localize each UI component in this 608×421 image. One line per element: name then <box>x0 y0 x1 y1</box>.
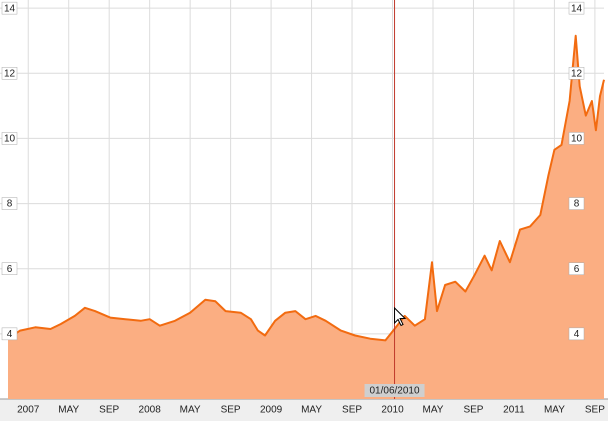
cursor-label: 01/06/2010 <box>370 386 420 397</box>
x-tick-label: 2011 <box>503 405 525 416</box>
y-tick-label-right-box: 4 <box>568 327 585 341</box>
y-tick-label: 10 <box>4 134 16 145</box>
y-tick-label-right-bg <box>568 132 585 145</box>
y-tick-label-box: 8 <box>1 197 18 210</box>
x-axis-band <box>0 399 608 421</box>
x-tick-label: SEP <box>463 405 483 416</box>
y-tick-label-box: 4 <box>1 327 18 341</box>
y-tick-label-box: 14 <box>1 1 18 15</box>
y-tick-label: 6 <box>7 264 13 275</box>
y-tick-label-right: 8 <box>574 199 580 210</box>
y-tick-label-right: 12 <box>571 68 583 79</box>
y-tick-label-right: 14 <box>571 3 583 14</box>
y-tick-label-box: 10 <box>1 132 18 145</box>
x-tick-label: MAY <box>301 405 322 416</box>
y-tick-label-right: 6 <box>574 264 580 275</box>
area <box>8 35 604 400</box>
x-tick-label: 2010 <box>381 405 404 416</box>
x-tick-label: MAY <box>58 405 79 416</box>
y-tick-label-right-bg <box>568 67 585 80</box>
y-tick-label: 8 <box>7 199 13 210</box>
y-tick-label-bg <box>1 1 18 15</box>
x-tick-label: SEP <box>99 405 119 416</box>
x-tick-label: SEP <box>585 405 605 416</box>
y-tick-label-bg <box>1 262 18 275</box>
y-tick-label-right-box: 8 <box>568 197 585 210</box>
x-tick-label: 2008 <box>139 405 162 416</box>
y-tick-label-box: 12 <box>1 67 18 80</box>
y-tick-label: 12 <box>4 68 16 79</box>
y-tick-label-right-bg <box>568 327 585 341</box>
x-tick-label: SEP <box>221 405 241 416</box>
y-tick-label-right: 4 <box>574 329 580 340</box>
y-tick-label-bg <box>1 197 18 210</box>
x-tick-label: MAY <box>180 405 201 416</box>
y-tick-label-right-box: 14 <box>568 1 585 15</box>
x-tick-label: 2009 <box>260 405 283 416</box>
y-tick-label-right-bg <box>568 197 585 210</box>
cursor-label-bg <box>364 384 425 397</box>
y-tick-label-right: 10 <box>571 134 583 145</box>
y-tick-label-bg <box>1 327 18 341</box>
x-tick-label: MAY <box>544 405 565 416</box>
y-tick-label-right-box: 12 <box>568 67 585 80</box>
y-tick-label-bg <box>1 67 18 80</box>
mouse-pointer <box>394 306 407 327</box>
y-tick-label-right-bg <box>568 262 585 275</box>
y-tick-label-bg <box>1 132 18 145</box>
x-tick-label: SEP <box>342 405 362 416</box>
y-tick-label-right-bg <box>568 1 585 15</box>
x-tick-label: 2007 <box>17 405 40 416</box>
y-tick-label-right-box: 6 <box>568 262 585 275</box>
y-tick-label: 4 <box>7 329 13 340</box>
line <box>7 34 605 342</box>
x-tick-label: MAY <box>423 405 444 416</box>
y-tick-label-right-box: 10 <box>568 132 585 145</box>
y-tick-label-box: 6 <box>1 262 18 275</box>
y-tick-label: 14 <box>4 3 16 14</box>
